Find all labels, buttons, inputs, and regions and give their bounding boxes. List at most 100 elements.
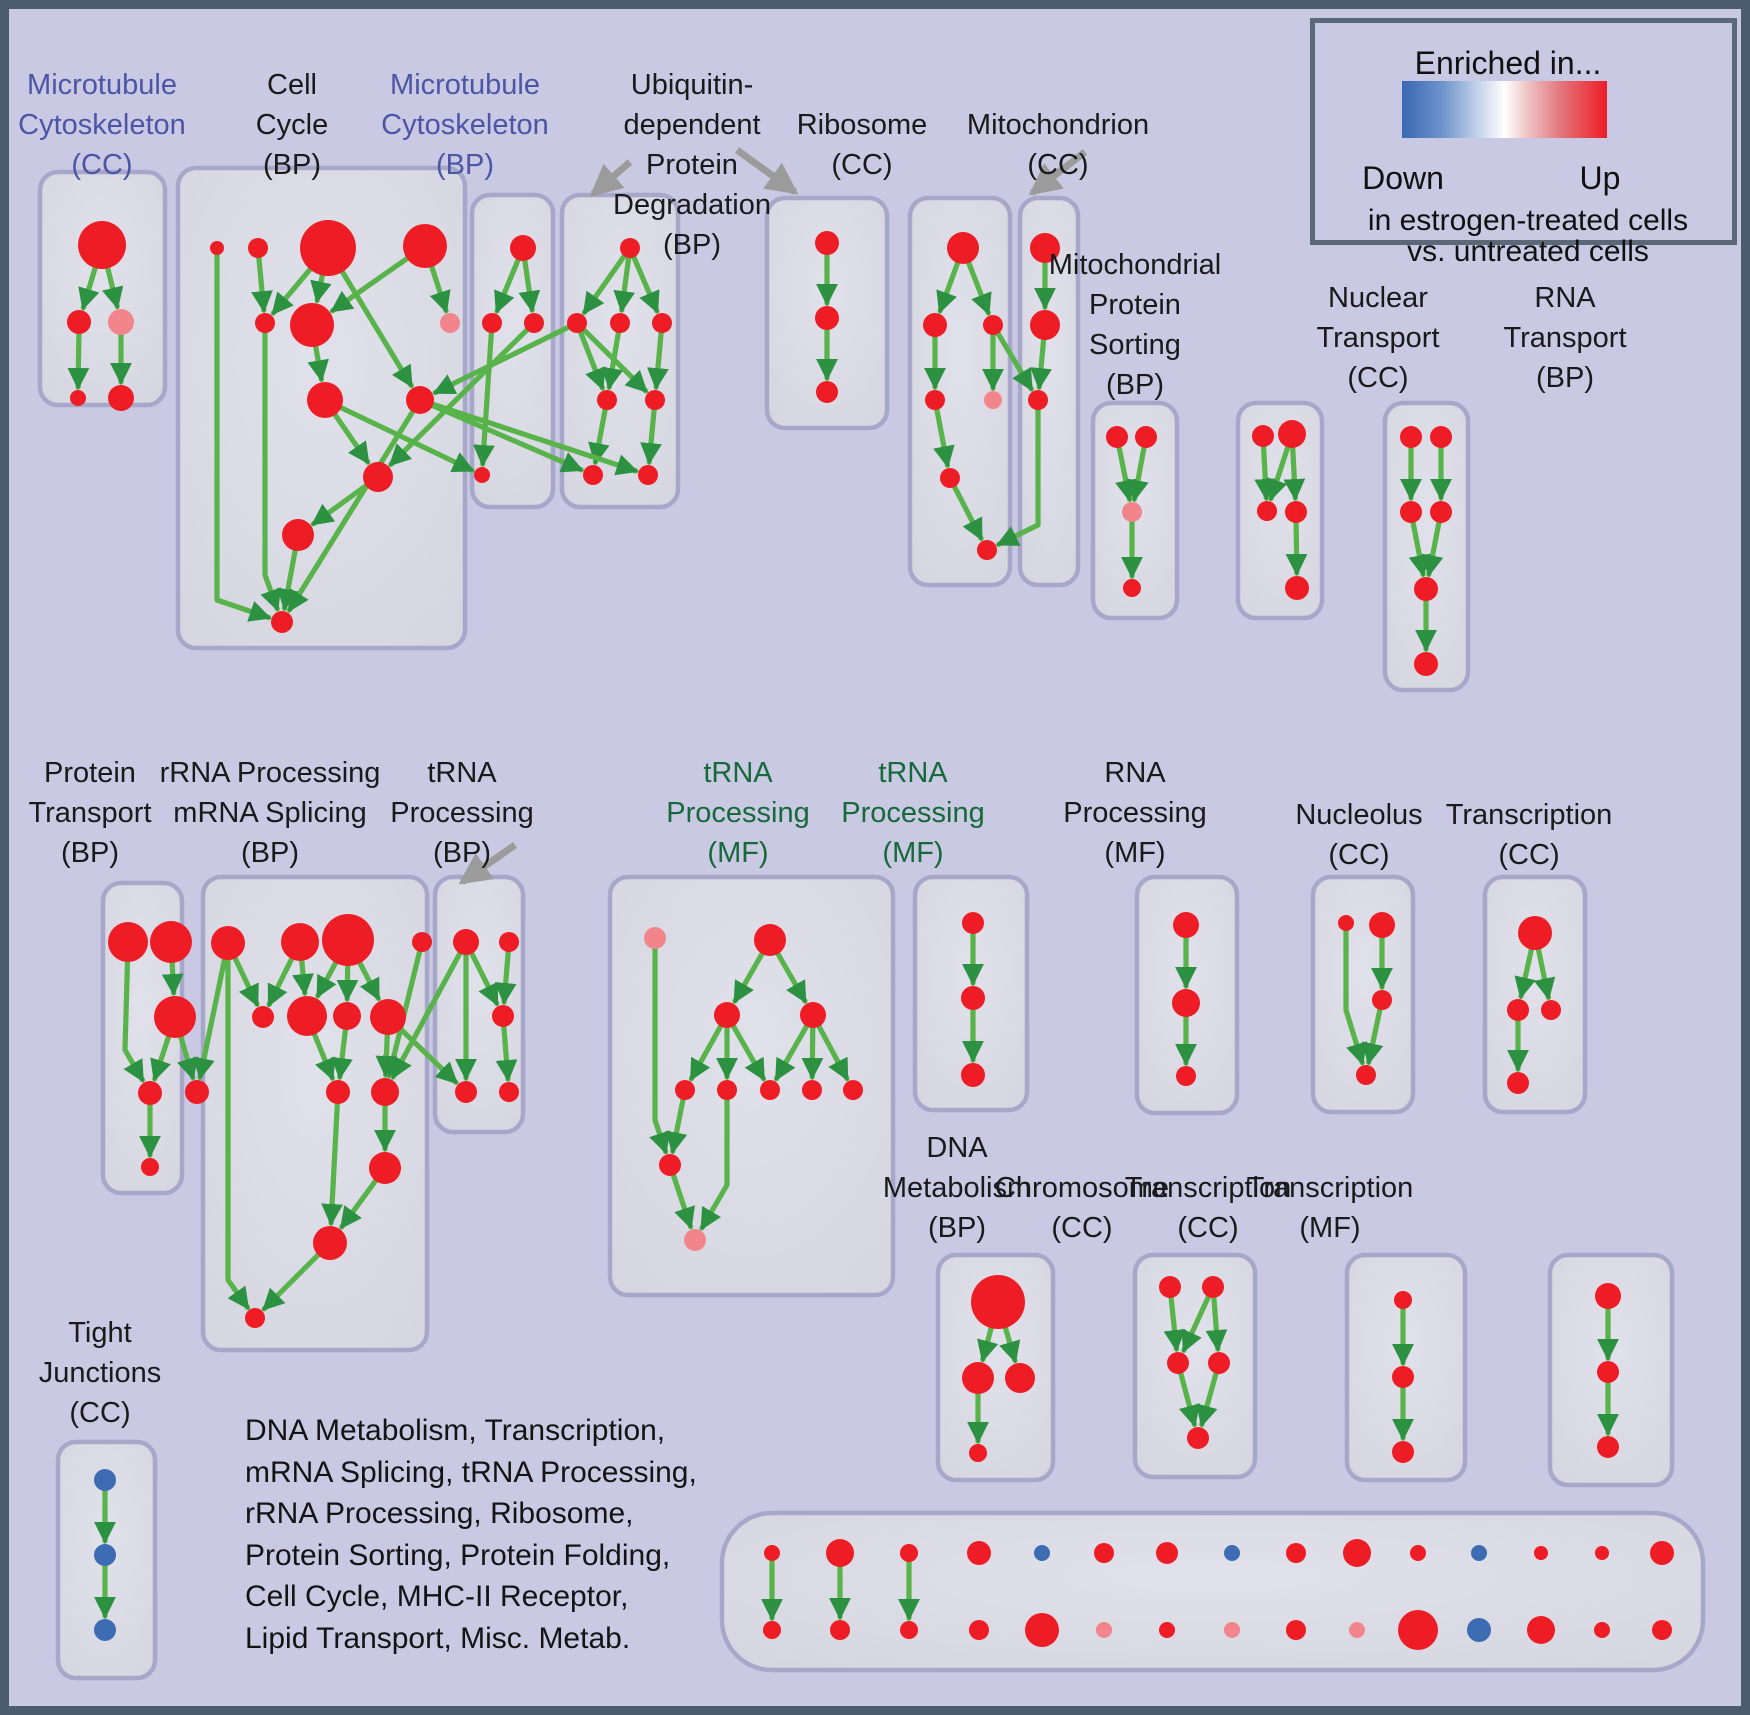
- go-term-node: [1338, 915, 1354, 931]
- edge: [232, 954, 260, 1007]
- go-term-node: [610, 313, 630, 333]
- go-term-node: [1285, 576, 1309, 600]
- edge: [428, 263, 451, 314]
- edge: [730, 1022, 767, 1082]
- edge: [613, 254, 636, 313]
- edge: [1127, 444, 1149, 502]
- go-term-node: [1392, 1441, 1414, 1463]
- edge: [122, 958, 146, 1083]
- edge: [311, 1030, 336, 1081]
- label-pointer-arrow: [458, 842, 518, 885]
- go-term-node: [369, 1152, 401, 1184]
- go-term-node: [313, 1226, 347, 1260]
- edge: [640, 406, 662, 465]
- edge: [1514, 945, 1536, 1000]
- go-term-node: [1414, 577, 1438, 601]
- go-term-node: [94, 1544, 116, 1566]
- go-term-node: [1398, 1610, 1438, 1650]
- edge: [774, 950, 808, 1004]
- legend-gradient-bar: [1402, 81, 1607, 138]
- edge: [193, 956, 228, 1081]
- go-term-node: [925, 390, 945, 410]
- annotation-block: DNA Metabolism, Transcription, mRNA Splic…: [245, 1410, 697, 1659]
- edge: [390, 949, 463, 1080]
- edge: [1283, 444, 1306, 501]
- go-term-node: [1467, 1618, 1491, 1642]
- edge: [1205, 1294, 1228, 1352]
- go-term-node: [1167, 1352, 1189, 1374]
- cluster-box-transcription-cc2: [1482, 874, 1588, 1115]
- go-term-node: [1286, 1543, 1306, 1563]
- go-term-node: [764, 1545, 780, 1561]
- go-term-node: [492, 1005, 514, 1027]
- go-term-node: [1595, 1283, 1621, 1309]
- go-term-node: [940, 468, 960, 488]
- edge: [321, 1100, 344, 1226]
- edge: [468, 950, 500, 1007]
- go-term-node: [826, 1539, 854, 1567]
- go-term-node: [1123, 579, 1141, 597]
- legend-title: Enriched in...: [1414, 45, 1602, 81]
- go-term-node: [150, 921, 192, 963]
- go-term-node: [1597, 1361, 1619, 1383]
- edge: [292, 957, 314, 996]
- go-term-node: [94, 1469, 116, 1491]
- edge: [337, 404, 475, 473]
- go-term-node: [962, 912, 984, 934]
- edge: [965, 259, 992, 316]
- go-term-node: [567, 313, 587, 333]
- cluster-box-rnatransport: [1382, 400, 1471, 693]
- go-term-node: [1030, 310, 1060, 340]
- edge: [339, 268, 414, 389]
- go-term-node: [675, 1080, 695, 1100]
- go-term-node: [1224, 1545, 1240, 1561]
- go-term-node: [1356, 1065, 1376, 1085]
- go-term-node: [1034, 1545, 1050, 1561]
- go-term-node: [1106, 426, 1128, 448]
- edge: [102, 264, 124, 310]
- go-term-node: [282, 519, 314, 551]
- go-term-node: [1410, 1545, 1426, 1561]
- go-term-node: [638, 465, 658, 485]
- go-term-node: [154, 996, 196, 1038]
- annotation-line: mRNA Splicing, tRNA Processing,: [245, 1455, 697, 1489]
- edge: [397, 1026, 459, 1085]
- go-term-node: [482, 313, 502, 333]
- label-pointer-arrow: [589, 159, 633, 197]
- go-term-node: [1176, 1066, 1196, 1086]
- go-term-node: [403, 224, 447, 268]
- edge: [518, 257, 541, 313]
- label-pointer-arrow: [1028, 149, 1088, 196]
- legend: Enriched in... Down Up in estrogen-treat…: [1310, 18, 1737, 268]
- go-term-node: [816, 381, 838, 403]
- go-term-node: [138, 1081, 162, 1105]
- go-term-node: [971, 1275, 1025, 1329]
- go-term-node: [108, 922, 148, 962]
- go-term-node: [961, 1063, 985, 1087]
- go-term-node: [453, 929, 479, 955]
- go-term-node: [1594, 1622, 1610, 1638]
- edge: [251, 254, 273, 313]
- go-term-node: [108, 309, 134, 335]
- go-term-node: [210, 241, 224, 255]
- go-term-node: [1518, 916, 1552, 950]
- legend-down-label: Down: [1362, 160, 1444, 196]
- go-term-node: [300, 220, 356, 276]
- edge: [630, 253, 660, 314]
- go-term-node: [815, 231, 839, 255]
- go-term-node: [1005, 1363, 1035, 1393]
- edge: [1196, 1369, 1219, 1428]
- cluster-box-misc-grid: [719, 1510, 1706, 1673]
- edge: [315, 959, 339, 999]
- go-term-node: [412, 932, 432, 952]
- go-term-node: [1094, 1543, 1114, 1563]
- go-term-node: [652, 313, 672, 333]
- cluster-box-chromosome: [1132, 1252, 1258, 1480]
- edge: [773, 1022, 810, 1082]
- go-term-node: [322, 914, 374, 966]
- edge: [977, 1324, 999, 1363]
- go-term-node: [1224, 1622, 1240, 1638]
- annotation-line: Protein Sorting, Protein Folding,: [245, 1538, 671, 1572]
- edge: [665, 1096, 688, 1155]
- go-term-node: [1208, 1352, 1230, 1374]
